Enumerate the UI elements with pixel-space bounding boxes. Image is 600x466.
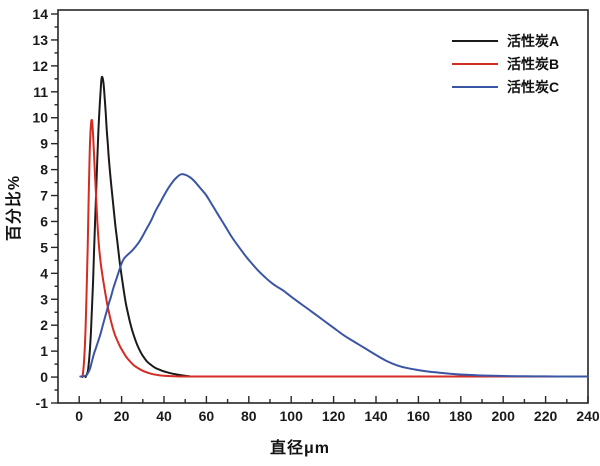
x-tick-label: 40: [156, 408, 172, 424]
legend-line-swatch-c: [452, 85, 498, 88]
x-tick-label: 0: [75, 408, 83, 424]
y-tick-label: 0: [40, 369, 48, 385]
plot-frame: [57, 9, 589, 404]
x-tick-label: 20: [114, 408, 130, 424]
x-tick-label: 60: [199, 408, 215, 424]
y-tick-label: 6: [40, 213, 48, 229]
curve-a: [84, 75, 191, 379]
x-axis-title: 直径μm: [269, 440, 331, 457]
legend-line-swatch-a: [452, 39, 498, 42]
y-tick-label: -1: [36, 395, 49, 411]
legend-item-c: 活性炭C: [452, 75, 559, 98]
x-tick-label: 220: [534, 408, 558, 424]
x-tick-label: 160: [407, 408, 431, 424]
y-tick-label: 10: [32, 110, 48, 126]
x-tick-label: 180: [449, 408, 473, 424]
x-tick-label: 120: [322, 408, 346, 424]
y-tick-label: 4: [40, 265, 48, 281]
curve-c: [79, 173, 589, 378]
legend-item-b: 活性炭B: [452, 52, 559, 75]
x-tick-label: 200: [492, 408, 516, 424]
x-tick-label: 80: [241, 408, 257, 424]
y-tick-label: 1: [40, 343, 48, 359]
x-tick-label: 100: [280, 408, 304, 424]
y-tick-label: 9: [40, 136, 48, 152]
y-tick-label: 13: [32, 32, 48, 48]
y-tick-label: 3: [40, 291, 48, 307]
curve-b: [81, 118, 589, 379]
legend-line-swatch-b: [452, 62, 498, 65]
y-tick-label: 8: [40, 162, 48, 178]
y-axis-title: 百分比%: [6, 174, 23, 242]
x-tick-label: 140: [364, 408, 388, 424]
legend-label-a: 活性炭A: [507, 32, 560, 49]
legend-label-c: 活性炭C: [507, 78, 560, 95]
y-tick-label: 7: [40, 188, 48, 204]
x-tick-label: 240: [576, 408, 600, 424]
y-tick-label: 14: [32, 6, 48, 22]
legend: 活性炭A 活性炭B 活性炭C: [452, 29, 559, 98]
y-tick-label: 2: [40, 317, 48, 333]
y-tick-label: 5: [40, 239, 48, 255]
legend-item-a: 活性炭A: [452, 29, 559, 52]
y-tick-label: 11: [33, 84, 48, 100]
legend-label-b: 活性炭B: [507, 55, 560, 72]
y-tick-label: 12: [32, 58, 48, 74]
